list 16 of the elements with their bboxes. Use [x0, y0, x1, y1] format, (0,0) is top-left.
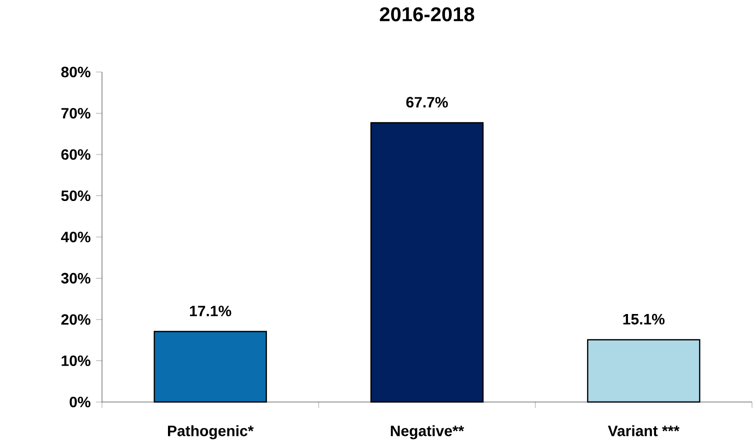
- x-tick-label: Variant ***: [608, 425, 680, 436]
- x-tick-label: Pathogenic*: [168, 425, 254, 440]
- y-tick-label: 10%: [62, 355, 90, 366]
- y-tick-label: 70%: [61, 108, 90, 119]
- y-tick-label: 0%: [70, 396, 90, 408]
- y-tick-label: 30%: [61, 272, 90, 284]
- y-tick-label: 20%: [61, 314, 90, 325]
- data-label: 67.7%: [406, 96, 448, 108]
- data-label: 15.1%: [623, 314, 665, 325]
- y-tick-label: 80%: [61, 66, 90, 78]
- x-tick-label: Negative**: [390, 425, 464, 440]
- y-tick-label: 50%: [61, 190, 90, 202]
- y-tick-label: 40%: [61, 232, 90, 242]
- chart-title: 2016-2018: [380, 7, 474, 22]
- data-label: 17.1%: [190, 306, 232, 316]
- y-tick-label: 60%: [61, 149, 90, 160]
